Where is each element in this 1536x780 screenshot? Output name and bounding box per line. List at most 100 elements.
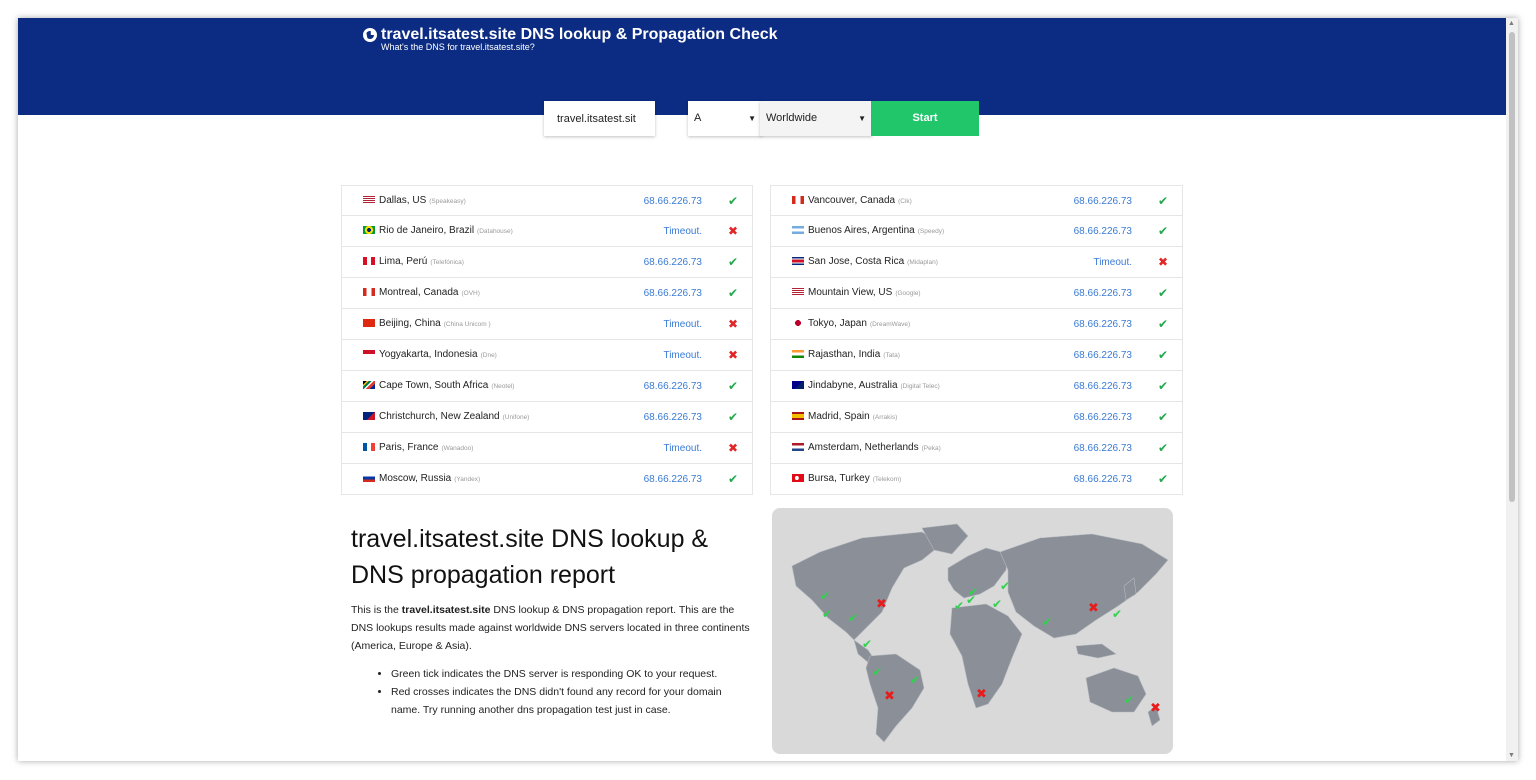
start-button[interactable]: Start: [871, 101, 979, 136]
map-check-icon: ✔: [992, 597, 1002, 611]
provider-name: (China Unicom ): [443, 321, 491, 328]
header-banner: travel.itsatest.site DNS lookup & Propag…: [18, 18, 1506, 115]
provider-name: (Neotel): [491, 383, 515, 390]
ip-result-link[interactable]: 68.66.226.73: [1073, 474, 1132, 485]
location-name: Paris, France: [379, 442, 439, 453]
map-check-icon: ✔: [822, 607, 832, 621]
map-check-icon: ✔: [968, 585, 978, 599]
server-location: Paris, France (Wanadoo): [379, 442, 473, 453]
provider-name: (Unifone): [502, 414, 530, 421]
continent-europe: [947, 547, 1009, 599]
check-icon: ✔: [1157, 224, 1168, 238]
ip-result-link[interactable]: 68.66.226.73: [643, 288, 702, 299]
domain-input[interactable]: [544, 101, 655, 136]
server-location: Montreal, Canada (OVH): [379, 287, 480, 298]
check-icon: ✔: [1157, 410, 1168, 424]
continent-new-zealand: [1147, 705, 1161, 727]
ip-result-link[interactable]: Timeout.: [663, 226, 702, 237]
location-name: Lima, Perú: [379, 256, 428, 267]
server-location: Rajasthan, India (Tata): [808, 349, 900, 360]
result-row: Lima, Perú (Telefónica) 68.66.226.73 ✔: [341, 247, 753, 278]
ip-result-link[interactable]: 68.66.226.73: [1073, 350, 1132, 361]
server-location: Dallas, US (Speakeasy): [379, 195, 466, 206]
check-icon: ✔: [727, 286, 738, 300]
ip-result-link[interactable]: 68.66.226.73: [643, 196, 702, 207]
page-subtitle: What's the DNS for travel.itsatest.site?: [381, 42, 535, 52]
map-check-icon: ✔: [848, 611, 858, 625]
server-location: Tokyo, Japan (DreamWave): [808, 318, 910, 329]
result-row: Dallas, US (Speakeasy) 68.66.226.73 ✔: [341, 185, 753, 216]
scroll-up-icon[interactable]: ▲: [1508, 20, 1515, 27]
ip-result-link[interactable]: 68.66.226.73: [1073, 288, 1132, 299]
result-row: Vancouver, Canada (Cik) 68.66.226.73 ✔: [770, 185, 1183, 216]
scroll-down-icon[interactable]: ▼: [1508, 752, 1515, 759]
result-row: Montreal, Canada (OVH) 68.66.226.73 ✔: [341, 278, 753, 309]
report-domain: travel.itsatest.site: [401, 604, 491, 616]
flag-za-icon: [363, 381, 375, 389]
result-row: Buenos Aires, Argentina (Speedy) 68.66.226…: [770, 216, 1183, 247]
location-name: San Jose, Costa Rica: [808, 256, 905, 267]
location-name: Rio de Janeiro, Brazil: [379, 225, 475, 236]
map-check-icon: ✔: [820, 589, 830, 603]
ip-result-link[interactable]: 68.66.226.73: [1073, 381, 1132, 392]
location-name: Vancouver, Canada: [808, 195, 896, 206]
record-type-select[interactable]: A ▼: [688, 101, 762, 136]
ip-result-link[interactable]: 68.66.226.73: [1073, 412, 1132, 423]
map-markers: ✖✔✔ ✔✔✔✔✖ ✖✔ ✔✔✔✔✖ ✔✔✔✖: [820, 579, 1161, 716]
page-title: travel.itsatest.site DNS lookup & Propag…: [363, 26, 778, 44]
provider-name: (Arrakis): [872, 414, 898, 421]
ip-result-link[interactable]: 68.66.226.73: [1073, 226, 1132, 237]
scroll-thumb[interactable]: [1509, 32, 1515, 502]
check-icon: ✔: [1157, 441, 1168, 455]
result-row: Paris, France (Wanadoo) Timeout. ✖: [341, 433, 753, 464]
result-row: Rio de Janeiro, Brazil (Datahouse) Timeout…: [341, 216, 753, 247]
result-row: Jindabyne, Australia (Digital Telec) 68.66…: [770, 371, 1183, 402]
flag-au-icon: [792, 381, 804, 389]
map-cross-icon: ✖: [1088, 601, 1099, 616]
location-name: Christchurch, New Zealand: [379, 411, 500, 422]
result-row: Madrid, Spain (Arrakis) 68.66.226.73 ✔: [770, 402, 1183, 433]
ip-result-link[interactable]: 68.66.226.73: [643, 257, 702, 268]
world-map: ✖ ✔ ✔ ✔ ✔ ✔ ✔ ✖ ✖ ✔ ✔ ✔ ✔ ✔ ✖ ✔ ✔ ✔ ✖: [772, 508, 1173, 754]
server-location: Yogyakarta, Indonesia (Dne): [379, 349, 497, 360]
globe-icon: [363, 28, 377, 42]
ip-result-link[interactable]: 68.66.226.73: [1073, 196, 1132, 207]
map-cross-icon: ✖: [1150, 701, 1161, 716]
location-name: Jindabyne, Australia: [808, 380, 898, 391]
flag-tr-icon: [792, 474, 804, 482]
map-check-icon: ✔: [966, 593, 976, 607]
cross-icon: ✖: [727, 224, 738, 238]
ip-result-link[interactable]: 68.66.226.73: [1073, 319, 1132, 330]
flag-br-icon: [363, 226, 375, 234]
caret-down-icon: ▼: [748, 114, 756, 123]
check-icon: ✔: [1157, 317, 1168, 331]
result-row: Cape Town, South Africa (Neotel) 68.66.226…: [341, 371, 753, 402]
page-scrollbar[interactable]: ▲ ▼: [1506, 18, 1518, 761]
ip-result-link[interactable]: 68.66.226.73: [643, 412, 702, 423]
location-name: Bursa, Turkey: [808, 473, 870, 484]
flag-jp-icon: [792, 319, 804, 327]
flag-cn-icon: [363, 319, 375, 327]
ip-result-link[interactable]: 68.66.226.73: [1073, 443, 1132, 454]
ip-result-link[interactable]: 68.66.226.73: [643, 474, 702, 485]
report-intro: This is the travel.itsatest.site DNS loo…: [351, 604, 750, 652]
browser-page: travel.itsatest.site DNS lookup & Propag…: [18, 18, 1518, 761]
location-name: Beijing, China: [379, 318, 441, 329]
server-location: Bursa, Turkey (Telekom): [808, 473, 901, 484]
ip-result-link[interactable]: Timeout.: [663, 350, 702, 361]
ip-result-link[interactable]: Timeout.: [1093, 257, 1132, 268]
region-select[interactable]: Worldwide ▼: [760, 101, 872, 136]
result-row: San Jose, Costa Rica (Midaplan) Timeout. ✖: [770, 247, 1183, 278]
ip-result-link[interactable]: Timeout.: [663, 319, 702, 330]
location-name: Yogyakarta, Indonesia: [379, 349, 478, 360]
provider-name: (Tata): [883, 352, 900, 359]
continent-japan: [1123, 577, 1137, 601]
location-name: Mountain View, US: [808, 287, 893, 298]
location-name: Moscow, Russia: [379, 473, 452, 484]
result-row: Christchurch, New Zealand (Unifone) 68.66.…: [341, 402, 753, 433]
ip-result-link[interactable]: 68.66.226.73: [643, 381, 702, 392]
result-row: Yogyakarta, Indonesia (Dne) Timeout. ✖: [341, 340, 753, 371]
ip-result-link[interactable]: Timeout.: [663, 443, 702, 454]
continent-africa: [949, 603, 1023, 709]
legend-list: Green tick indicates the DNS server is r…: [351, 665, 751, 719]
